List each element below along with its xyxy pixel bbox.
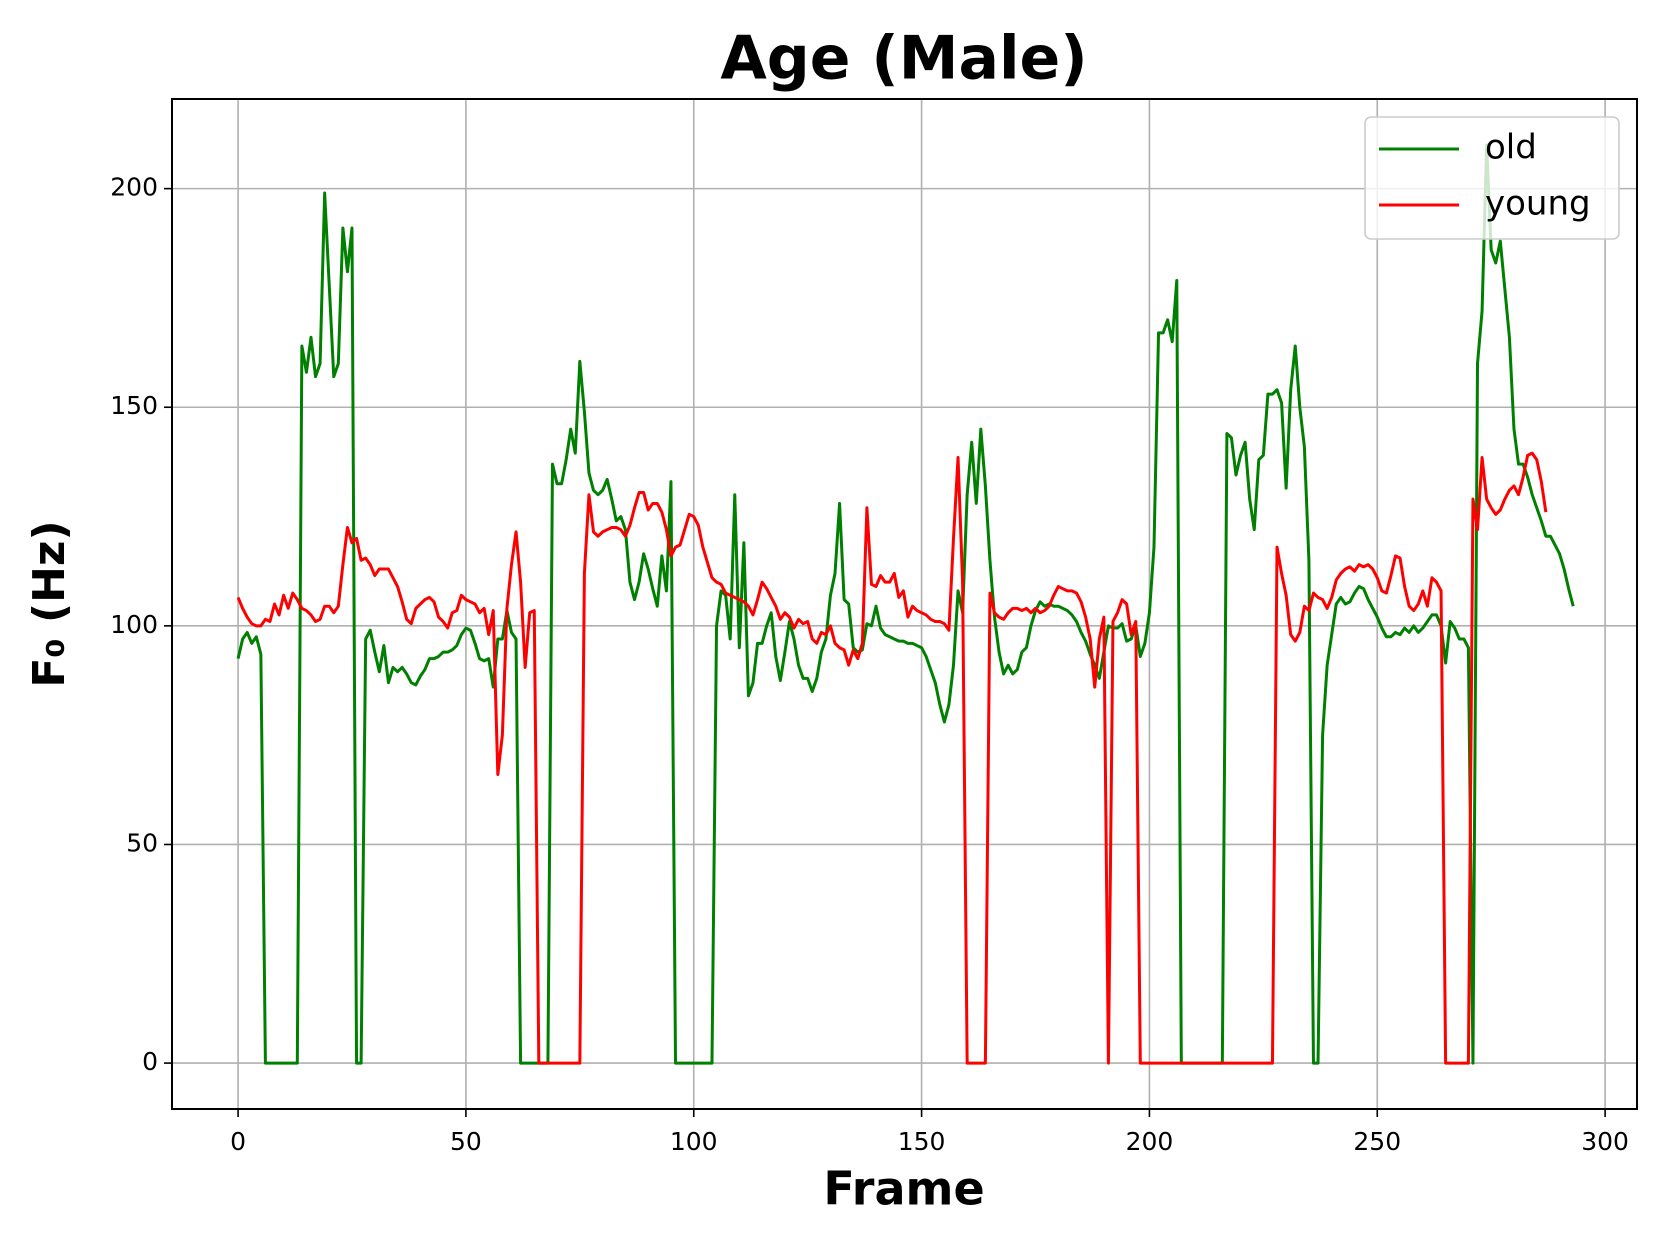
y-tick-label: 150 [110, 391, 158, 420]
plot-frame [171, 98, 1638, 1110]
x-tick-label: 100 [670, 1127, 718, 1156]
data-line [236, 451, 1548, 1065]
y-tick-label: 50 [126, 828, 158, 857]
x-tick-label: 50 [450, 1127, 482, 1156]
x-tick-label: 250 [1353, 1127, 1401, 1156]
x-tick-label: 200 [1126, 1127, 1174, 1156]
data-line [236, 143, 1575, 1065]
y-axis-label: F₀ (Hz) [24, 520, 75, 687]
y-tick-label: 100 [110, 610, 158, 639]
x-tick-label: 300 [1581, 1127, 1629, 1156]
x-tick-label: 0 [230, 1127, 246, 1156]
chart-title: Age (Male) [720, 24, 1087, 94]
legend-label: young [1485, 184, 1591, 224]
legend-label: old [1485, 128, 1537, 168]
y-tick-label: 0 [142, 1047, 158, 1076]
legend: old young [1364, 116, 1620, 240]
x-tick-label: 150 [898, 1127, 946, 1156]
y-tick-label: 200 [110, 173, 158, 202]
x-axis-label: Frame [823, 1162, 984, 1216]
